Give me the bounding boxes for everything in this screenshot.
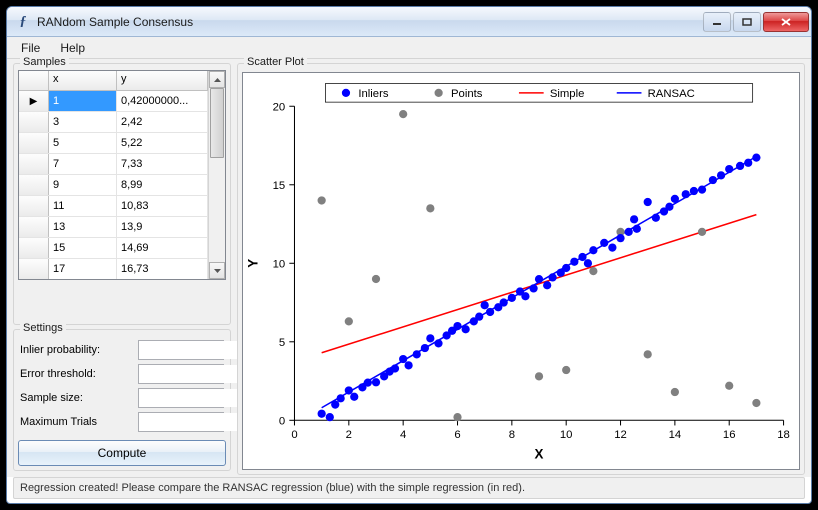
menu-file[interactable]: File: [11, 39, 50, 57]
scroll-thumb[interactable]: [210, 88, 224, 158]
left-column: Samples x y ▶10,42000000...32,4255,2277,…: [13, 63, 231, 475]
close-button[interactable]: [763, 12, 809, 32]
max-trials-label: Maximum Trials: [20, 416, 138, 428]
cell-y[interactable]: 7,33: [117, 154, 208, 174]
row-header-cell[interactable]: [19, 71, 49, 90]
cell-y[interactable]: 14,69: [117, 238, 208, 258]
settings-group: Settings Inlier probability: ▲▼ Error th…: [13, 329, 231, 471]
svg-text:4: 4: [400, 429, 406, 441]
table-row[interactable]: 1716,73: [19, 259, 208, 279]
scatter-plot: Inliers Points Simple RANSAC 0 2 4 6 8 10 12 14 16 18…: [242, 72, 800, 470]
table-row[interactable]: 1313,9: [19, 217, 208, 238]
samples-title: Samples: [20, 56, 69, 68]
menu-help[interactable]: Help: [50, 39, 95, 57]
scroll-up-button[interactable]: [209, 71, 225, 88]
row-indicator[interactable]: [19, 238, 49, 258]
cell-x[interactable]: 5: [49, 133, 117, 153]
statusbar: Regression created! Please compare the R…: [13, 477, 805, 499]
plot-group: Scatter Plot InliersPointsSimpleRANSAC02…: [237, 63, 805, 475]
plot-title: Scatter Plot: [244, 56, 307, 68]
cell-x[interactable]: 17: [49, 259, 117, 279]
col-y-header[interactable]: y: [117, 71, 208, 90]
cell-x[interactable]: 13: [49, 217, 117, 237]
svg-text:2: 2: [346, 429, 352, 441]
svg-text:RANSAC: RANSAC: [648, 88, 695, 100]
svg-text:10: 10: [273, 258, 286, 270]
table-row[interactable]: 32,42: [19, 112, 208, 133]
error-thresh-label: Error threshold:: [20, 368, 138, 380]
table-row[interactable]: 1110,83: [19, 196, 208, 217]
svg-text:Simple: Simple: [550, 88, 585, 100]
cell-x[interactable]: 15: [49, 238, 117, 258]
cell-y[interactable]: 16,73: [117, 259, 208, 279]
inlier-prob-spinner[interactable]: ▲▼: [138, 340, 224, 360]
compute-button[interactable]: Compute: [18, 440, 226, 466]
svg-text:8: 8: [509, 429, 515, 441]
col-x-header[interactable]: x: [49, 71, 117, 90]
scroll-down-button[interactable]: [209, 262, 225, 279]
cell-x[interactable]: 11: [49, 196, 117, 216]
cell-y[interactable]: 5,22: [117, 133, 208, 153]
row-indicator[interactable]: [19, 133, 49, 153]
cell-x[interactable]: 9: [49, 175, 117, 195]
row-indicator[interactable]: [19, 196, 49, 216]
cell-y[interactable]: 0,42000000...: [117, 91, 208, 111]
app-icon: ƒ: [15, 14, 31, 30]
right-column: Scatter Plot InliersPointsSimpleRANSAC02…: [237, 63, 805, 475]
table-row[interactable]: 55,22: [19, 133, 208, 154]
row-indicator[interactable]: ▶: [19, 91, 49, 111]
status-text: Regression created! Please compare the R…: [20, 482, 525, 494]
svg-text:Inliers: Inliers: [358, 88, 389, 100]
cell-y[interactable]: 8,99: [117, 175, 208, 195]
svg-text:X: X: [535, 446, 544, 461]
cell-x[interactable]: 3: [49, 112, 117, 132]
settings-title: Settings: [20, 322, 66, 334]
svg-text:Points: Points: [451, 88, 483, 100]
titlebar[interactable]: ƒ RANdom Sample Consensus: [7, 7, 811, 37]
svg-text:14: 14: [669, 429, 682, 441]
sample-size-spinner[interactable]: ▲▼: [138, 388, 224, 408]
window-title: RANdom Sample Consensus: [37, 15, 703, 29]
table-row[interactable]: ▶10,42000000...: [19, 91, 208, 112]
cell-y[interactable]: 2,42: [117, 112, 208, 132]
content-area: Samples x y ▶10,42000000...32,4255,2277,…: [7, 59, 811, 477]
samples-group: Samples x y ▶10,42000000...32,4255,2277,…: [13, 63, 231, 325]
svg-text:10: 10: [560, 429, 573, 441]
svg-text:20: 20: [273, 101, 286, 113]
table-row[interactable]: 77,33: [19, 154, 208, 175]
row-indicator[interactable]: [19, 154, 49, 174]
inlier-prob-label: Inlier probability:: [20, 344, 138, 356]
svg-text:12: 12: [614, 429, 627, 441]
grid-scrollbar[interactable]: [208, 71, 225, 279]
plot-canvas: Inliers Points Simple RANSAC 0 2 4 6 8 10 12 14 16 18…: [243, 73, 799, 469]
max-trials-spinner[interactable]: ▲▼: [138, 412, 224, 432]
cell-y[interactable]: 10,83: [117, 196, 208, 216]
table-row[interactable]: 1514,69: [19, 238, 208, 259]
sample-size-label: Sample size:: [20, 392, 138, 404]
app-window: ƒ RANdom Sample Consensus File Help Samp…: [6, 6, 812, 504]
svg-text:15: 15: [273, 180, 286, 192]
row-indicator[interactable]: [19, 112, 49, 132]
minimize-button[interactable]: [703, 12, 731, 32]
cell-x[interactable]: 1: [49, 91, 117, 111]
svg-text:Y: Y: [245, 259, 260, 268]
error-thresh-spinner[interactable]: ▲▼: [138, 364, 224, 384]
svg-text:0: 0: [291, 429, 297, 441]
table-row[interactable]: 98,99: [19, 175, 208, 196]
svg-text:16: 16: [723, 429, 736, 441]
cell-y[interactable]: 13,9: [117, 217, 208, 237]
svg-text:0: 0: [279, 415, 285, 427]
maximize-button[interactable]: [733, 12, 761, 32]
svg-text:6: 6: [454, 429, 460, 441]
svg-text:18: 18: [777, 429, 790, 441]
samples-grid[interactable]: x y ▶10,42000000...32,4255,2277,3398,991…: [18, 70, 226, 280]
row-indicator[interactable]: [19, 259, 49, 279]
grid-header: x y: [19, 71, 208, 91]
cell-x[interactable]: 7: [49, 154, 117, 174]
row-indicator[interactable]: [19, 217, 49, 237]
row-indicator[interactable]: [19, 175, 49, 195]
menubar: File Help: [7, 37, 811, 59]
svg-text:5: 5: [279, 337, 285, 349]
